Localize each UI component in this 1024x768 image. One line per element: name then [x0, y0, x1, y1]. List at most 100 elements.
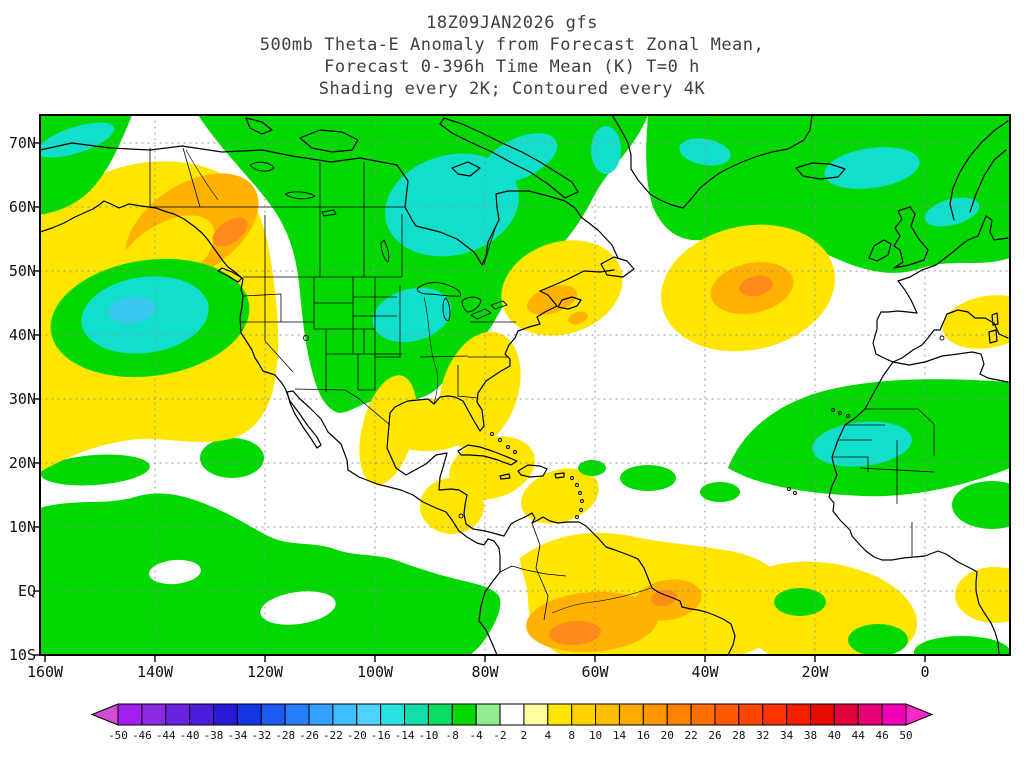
shade-africa-cyan [812, 421, 912, 467]
colorbar-tick-label: 26 [708, 729, 721, 742]
lake-huron [461, 296, 482, 313]
colorbar-tick-label: -28 [275, 729, 295, 742]
river-mississippi [423, 296, 438, 405]
river-amazon [551, 587, 652, 614]
lake-great-slave [284, 191, 316, 200]
title-block: 18Z09JAN2026 gfs 500mb Theta-E Anomaly f… [0, 12, 1024, 100]
plot-frame [39, 114, 1011, 656]
lake-ontario [490, 300, 508, 310]
coast-jamaica [499, 473, 511, 480]
colorbar-tick-label: 16 [637, 729, 650, 742]
map-plot: 70N 60N 50N 40N 30N 20N 10N EQ 10S 160W … [9, 114, 1011, 681]
colorbar-tick-label: -46 [132, 729, 152, 742]
y-axis-labels: 70N 60N 50N 40N 30N 20N 10N EQ 10S [9, 134, 36, 664]
colorbar-tick-label: 20 [661, 729, 674, 742]
colorbar-segment [786, 703, 811, 726]
colorbar-tick-label: -50 [108, 729, 128, 742]
colorbar-tick-label: -10 [418, 729, 438, 742]
colorbar-segment [260, 703, 286, 726]
coast-puerto-rico [554, 472, 565, 479]
colorbar-segment [571, 703, 597, 726]
coast-south-america [499, 512, 736, 655]
colorbar-segment [117, 703, 143, 726]
borders-africa [832, 408, 935, 556]
x-tick-label: 160W [27, 663, 64, 681]
y-tick-label: EQ [18, 582, 36, 600]
colorbar-tick-label: -34 [227, 729, 247, 742]
borders-layer [149, 147, 935, 621]
shade-davis-cyan [591, 126, 621, 174]
coastlines-layer [40, 115, 1009, 655]
colorbar-segment [332, 703, 358, 726]
colorbar-tick-label: 40 [828, 729, 841, 742]
colorbar-segment [857, 703, 883, 726]
colorbar-segment [236, 703, 262, 726]
shade-bottomright-green [914, 636, 1010, 655]
colorbar-segment [809, 703, 835, 726]
colorbar-tick-label: -20 [347, 729, 367, 742]
coast-east-us [386, 290, 558, 536]
y-tick-label: 30N [9, 390, 36, 408]
colorbar-tick-label: 46 [875, 729, 888, 742]
y-tick-label: 70N [9, 134, 36, 152]
shade-nepac-blue [108, 296, 156, 324]
colorbar-tick-label: -32 [251, 729, 271, 742]
shade-green-speck [200, 438, 264, 478]
colorbar-segment [284, 703, 310, 726]
x-tick-label: 120W [247, 663, 284, 681]
colorbar-tick-label: 4 [545, 729, 552, 742]
colorbar-segment [833, 703, 859, 726]
colorbar-segment [380, 703, 406, 726]
colorbar-tick-label: -38 [204, 729, 224, 742]
colorbar-tick-label: 34 [780, 729, 794, 742]
colorbar-tick-label: 28 [732, 729, 745, 742]
coast-ireland [868, 239, 892, 262]
lake-great-bear [249, 161, 275, 172]
title-line-2: 500mb Theta-E Anomaly from Forecast Zona… [259, 35, 765, 55]
colorbar-tick-label: 38 [804, 729, 817, 742]
colorbar-segment [523, 703, 549, 726]
coast-greenland [611, 115, 813, 209]
y-tick-label: 10N [9, 518, 36, 536]
x-tick-label: 20W [801, 663, 829, 681]
colorbar-segment [547, 703, 573, 726]
axis-ticks [33, 142, 926, 662]
colorbar-tick-label: 14 [613, 729, 627, 742]
colorbar-tick-label: -14 [395, 729, 415, 742]
shade-bottomright-yellow [955, 567, 1010, 623]
coast-sweden [969, 149, 1007, 213]
colorbar-tick-label: -8 [446, 729, 459, 742]
coast-banks-island [245, 117, 273, 135]
shade-20n-green [620, 465, 676, 491]
colorbar-segment [189, 703, 215, 726]
colorbar-segment [475, 703, 501, 726]
shade-iceland-cyan [824, 147, 920, 189]
coast-great-britain [893, 206, 929, 269]
colorbar-tick-label: -26 [299, 729, 319, 742]
colorbar-tick-label: -2 [493, 729, 506, 742]
x-tick-label: 100W [357, 663, 394, 681]
colorbar-tick-label: -22 [323, 729, 343, 742]
y-tick-label: 60N [9, 198, 36, 216]
coast-hispaniola [517, 464, 548, 478]
shade-hole [149, 559, 201, 585]
lake-great-salt [303, 335, 309, 341]
colorbar-tick-label: -44 [156, 729, 176, 742]
coast-pacific [40, 200, 501, 655]
shade-quebec-orange-2 [568, 311, 588, 325]
colorbar-segment [451, 703, 477, 726]
colorbar-segment [165, 703, 191, 726]
shade-centam-yellow [420, 478, 484, 534]
colorbar-arrow-right [905, 703, 934, 726]
shade-tropatl-green-hole-2 [848, 624, 908, 655]
coast-france-north [897, 215, 1009, 282]
coast-cuba [457, 444, 518, 466]
coast-norway [949, 120, 1009, 221]
coast-stlawrence [539, 270, 585, 292]
colorbar-segment [499, 703, 525, 726]
lake-superior [416, 282, 461, 297]
coast-vancouver-island [217, 267, 243, 283]
colorbar-segment [141, 703, 167, 726]
shade-20n-green-3 [578, 460, 606, 476]
shade-guinea-green [952, 481, 1010, 529]
